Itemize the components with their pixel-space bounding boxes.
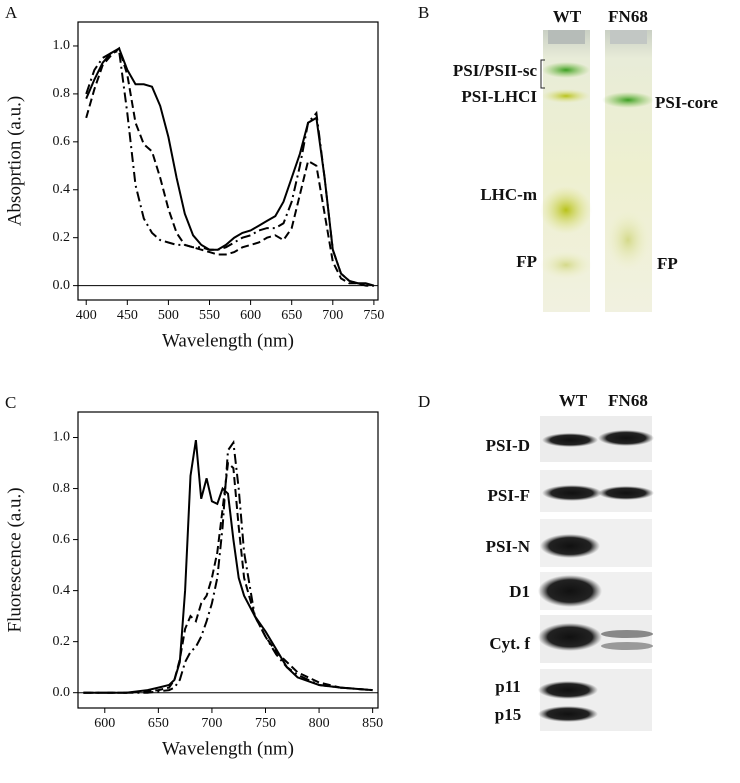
protein-label: p15 (495, 705, 521, 724)
x-tick-label: 700 (322, 308, 343, 323)
protein-label: p11 (495, 677, 521, 696)
band (540, 186, 592, 234)
x-tick-label: 600 (94, 716, 115, 731)
data-line (85, 46, 374, 287)
band (540, 251, 592, 279)
protein-label: Cyt. f (489, 634, 530, 653)
y-tick-label: 0.0 (53, 685, 71, 700)
data-line (85, 49, 374, 287)
x-tick-label: 550 (199, 308, 220, 323)
lane-label: FN68 (608, 7, 648, 26)
panel-letter: A (5, 3, 18, 22)
x-tick-label: 650 (281, 308, 302, 323)
protein-label: PSI-D (486, 436, 530, 455)
band (606, 210, 650, 270)
x-tick-label: 750 (255, 716, 276, 731)
bracket (540, 59, 545, 89)
y-tick-label: 0.2 (53, 230, 71, 245)
data-line (85, 46, 375, 287)
protein-label: PSI-F (488, 486, 531, 505)
blot-band (538, 623, 602, 651)
x-axis-label: Wavelength (nm) (162, 738, 294, 759)
x-tick-label: 400 (76, 308, 97, 323)
x-tick-label: 750 (363, 308, 384, 323)
y-axis-label: Fluorescence (a.u.) (4, 487, 25, 632)
blot-band (538, 575, 602, 607)
data-line (83, 439, 373, 694)
well (548, 30, 585, 44)
blot-band (598, 430, 654, 446)
band-label: PSI-core (655, 93, 718, 112)
band-label: PSI-LHCI (461, 87, 537, 106)
y-tick-label: 0.4 (53, 182, 71, 197)
western-blot (538, 416, 654, 731)
blot-band (538, 706, 598, 722)
y-tick-label: 0.8 (53, 86, 71, 101)
x-tick-label: 700 (201, 716, 222, 731)
panel-letter: D (418, 392, 430, 411)
lane-label: WT (559, 391, 588, 410)
blot-band (601, 642, 653, 650)
x-tick-label: 650 (148, 716, 169, 731)
panel-letter: C (5, 393, 16, 412)
x-axis-label: Wavelength (nm) (162, 330, 294, 351)
y-tick-label: 1.0 (53, 430, 71, 445)
band (602, 92, 654, 108)
y-tick-label: 0.0 (53, 278, 71, 293)
x-tick-label: 800 (309, 716, 330, 731)
lane-label: FN68 (608, 391, 648, 410)
blot-band (540, 534, 600, 558)
plot-frame (77, 411, 379, 709)
data-line (83, 460, 373, 694)
y-tick-label: 0.6 (53, 532, 71, 547)
x-tick-label: 450 (117, 308, 138, 323)
blot-band (601, 630, 653, 638)
data-line (83, 439, 373, 694)
x-tick-label: 600 (240, 308, 261, 323)
protein-label: PSI-N (486, 537, 531, 556)
blot-band (542, 433, 598, 447)
plot-frame (77, 21, 379, 301)
protein-label: D1 (509, 582, 530, 601)
blot-band (542, 485, 602, 501)
x-tick-label: 500 (158, 308, 179, 323)
gel (540, 30, 654, 312)
y-tick-label: 0.6 (53, 134, 71, 149)
band (542, 62, 590, 78)
band (542, 89, 590, 103)
blot-band (598, 486, 654, 500)
blot-band (538, 681, 598, 699)
well (610, 30, 647, 44)
band-label: LHC-m (480, 185, 537, 204)
y-tick-label: 0.4 (53, 583, 71, 598)
band-label: FP (516, 252, 537, 271)
panel-letter: B (418, 3, 429, 22)
y-axis-label: Absoprtion (a.u.) (4, 96, 25, 226)
lane-label: WT (553, 7, 582, 26)
band-label: FP (657, 254, 678, 273)
y-tick-label: 1.0 (53, 38, 71, 53)
y-tick-label: 0.2 (53, 634, 71, 649)
x-tick-label: 850 (362, 716, 383, 731)
y-tick-label: 0.8 (53, 481, 71, 496)
band-label: PSI/PSII-sc (453, 61, 538, 80)
blot-strip (540, 669, 652, 731)
